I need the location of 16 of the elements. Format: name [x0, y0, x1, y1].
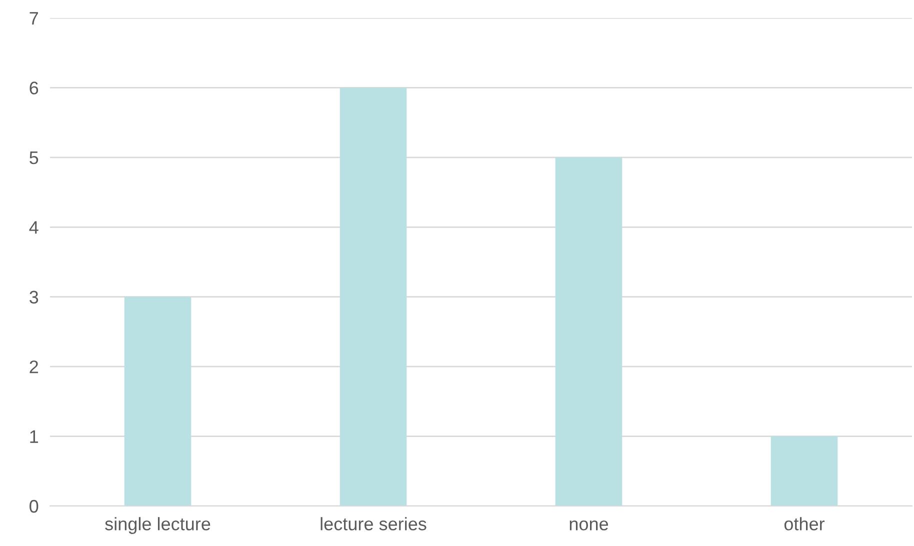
x-tick-label: lecture series — [320, 517, 426, 530]
x-tick-label: none — [570, 520, 608, 530]
bar — [555, 157, 622, 506]
y-tick-label: 0 — [30, 500, 38, 513]
y-tick-label: 2 — [30, 360, 38, 374]
y-tick-label: 1 — [30, 430, 38, 443]
bar — [340, 88, 407, 506]
y-tick-label: 3 — [30, 290, 38, 304]
y-tick-label: 7 — [30, 12, 38, 25]
x-tick-label: other — [784, 517, 825, 530]
bar — [124, 296, 192, 506]
x-tick-label: single lecture — [105, 517, 210, 534]
y-tick-label: 5 — [30, 152, 38, 164]
y-tick-label: 4 — [29, 221, 38, 234]
bar — [770, 436, 838, 506]
y-tick-label: 6 — [30, 82, 38, 94]
